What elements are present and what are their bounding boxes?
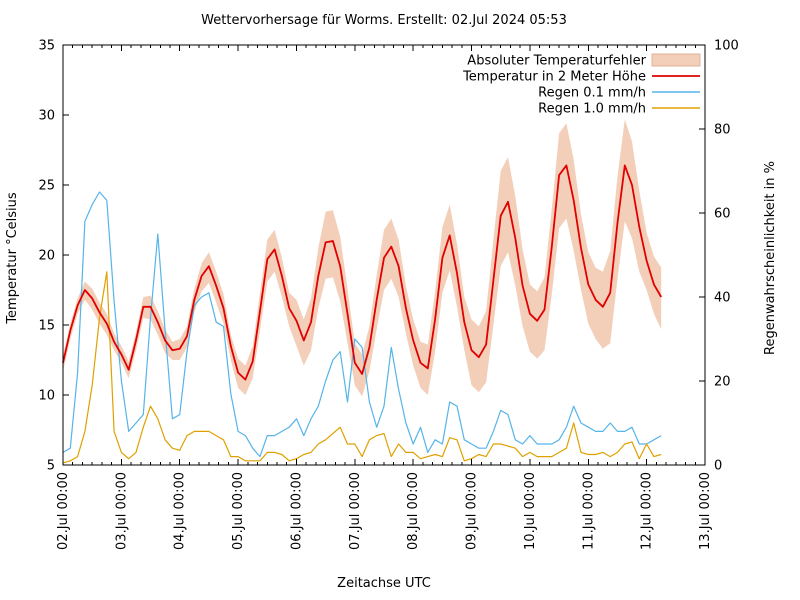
legend-band-swatch (651, 53, 701, 67)
y-right-tick-label: 40 (714, 291, 731, 306)
x-tick-label: 12.Jul 00:00 (640, 472, 655, 550)
x-tick-label: 09.Jul 00:00 (465, 472, 480, 550)
y-left-tick-label: 5 (47, 459, 55, 474)
y-axis-title-left: Temperatur °Celsius (5, 192, 20, 325)
x-tick-label: 06.Jul 00:00 (289, 472, 304, 550)
series-layer (62, 164, 662, 464)
x-tick-label: 03.Jul 00:00 (114, 472, 129, 550)
y-right-tick-label: 20 (714, 375, 731, 390)
y-left-tick-label: 15 (38, 319, 55, 334)
rain-1-0mm-line (62, 271, 662, 464)
x-tick-label: 04.Jul 00:00 (173, 472, 188, 550)
y-left-tick-label: 10 (38, 389, 55, 404)
legend-item: Temperatur in 2 Meter Höhe (462, 70, 700, 85)
x-tick-label: 13.Jul 00:00 (698, 472, 713, 550)
legend-item: Regen 0.1 mm/h (538, 86, 700, 101)
x-tick-label: 08.Jul 00:00 (406, 472, 421, 550)
x-tick-label: 10.Jul 00:00 (523, 472, 538, 550)
y-left-tick-label: 25 (38, 179, 55, 194)
y-axis-title-right: Regenwahrscheinlichkeit in % (763, 161, 778, 355)
legend-label: Absoluter Temperaturfehler (467, 54, 646, 69)
error-band-layer (63, 119, 662, 397)
y-right-tick-label: 0 (714, 459, 722, 474)
x-axis-title: Zeitachse UTC (337, 576, 431, 591)
temperature-line (62, 164, 662, 381)
y-right-tick-label: 60 (714, 207, 731, 222)
legend-label: Temperatur in 2 Meter Höhe (462, 70, 646, 85)
y-right-tick-label: 80 (714, 123, 731, 138)
temperature-error-band (63, 119, 662, 397)
legend-label: Regen 0.1 mm/h (538, 86, 646, 101)
y-right-tick-label: 100 (714, 39, 739, 54)
chart-title: Wettervorhersage für Worms. Erstellt: 02… (201, 13, 567, 28)
x-tick-label: 05.Jul 00:00 (231, 472, 246, 550)
y-left-tick-label: 35 (38, 39, 55, 54)
y-left-tick-label: 30 (38, 109, 55, 124)
plot-border (62, 44, 706, 466)
legend-label: Regen 1.0 mm/h (538, 102, 646, 117)
legend-item: Absoluter Temperaturfehler (467, 53, 701, 69)
x-tick-label: 02.Jul 00:00 (56, 472, 71, 550)
legend-item: Regen 1.0 mm/h (538, 102, 700, 117)
y-left-tick-label: 20 (38, 249, 55, 264)
rain-0-1mm-line (62, 191, 662, 458)
x-tick-label: 11.Jul 00:00 (581, 472, 596, 550)
x-tick-label: 07.Jul 00:00 (348, 472, 363, 550)
